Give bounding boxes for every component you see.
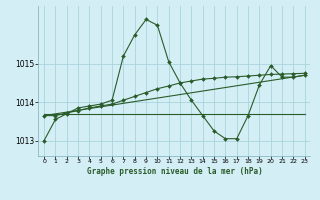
X-axis label: Graphe pression niveau de la mer (hPa): Graphe pression niveau de la mer (hPa) xyxy=(86,167,262,176)
